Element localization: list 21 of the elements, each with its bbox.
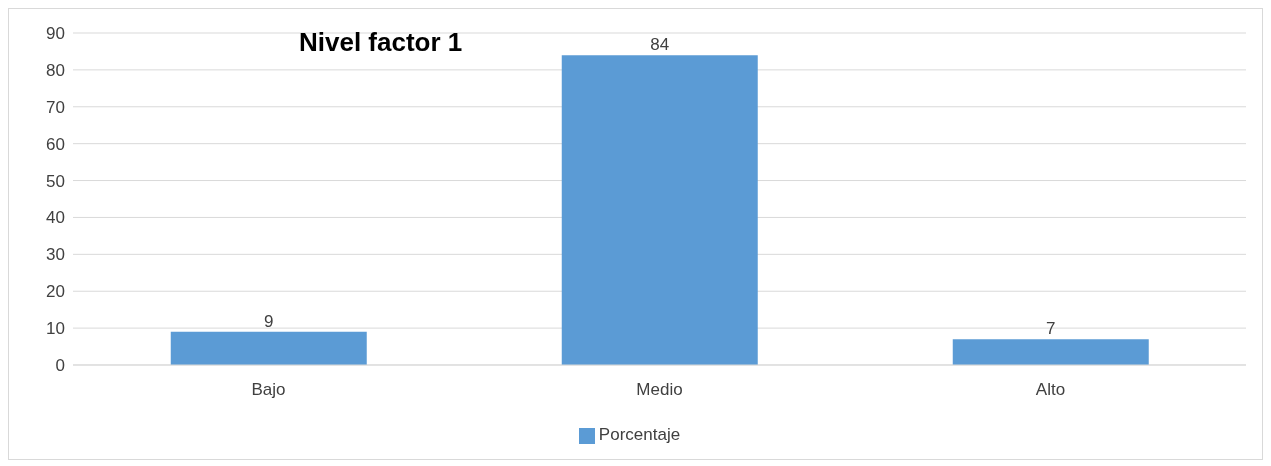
bar [170, 331, 367, 365]
data-label: 9 [264, 311, 274, 331]
y-tick-label: 60 [46, 134, 65, 154]
chart-title: Nivel factor 1 [299, 27, 463, 58]
bar [561, 55, 758, 365]
x-tick-label: Alto [1035, 380, 1066, 400]
y-tick-label: 20 [46, 282, 65, 302]
y-tick-label: 80 [46, 60, 65, 80]
bar [952, 339, 1149, 365]
y-tick-label: 10 [46, 319, 65, 339]
y-tick-label: 40 [46, 208, 65, 228]
data-label: 84 [650, 35, 670, 55]
y-tick-label: 50 [46, 171, 65, 191]
y-tick-label: 70 [46, 97, 65, 117]
legend-label: Porcentaje [598, 425, 681, 444]
y-tick-label: 90 [46, 24, 65, 44]
y-tick-label: 30 [46, 245, 65, 265]
y-tick-label: 0 [55, 356, 65, 376]
x-tick-label: Bajo [251, 380, 286, 400]
x-tick-label: Medio [636, 380, 683, 400]
data-label: 7 [1046, 319, 1056, 339]
